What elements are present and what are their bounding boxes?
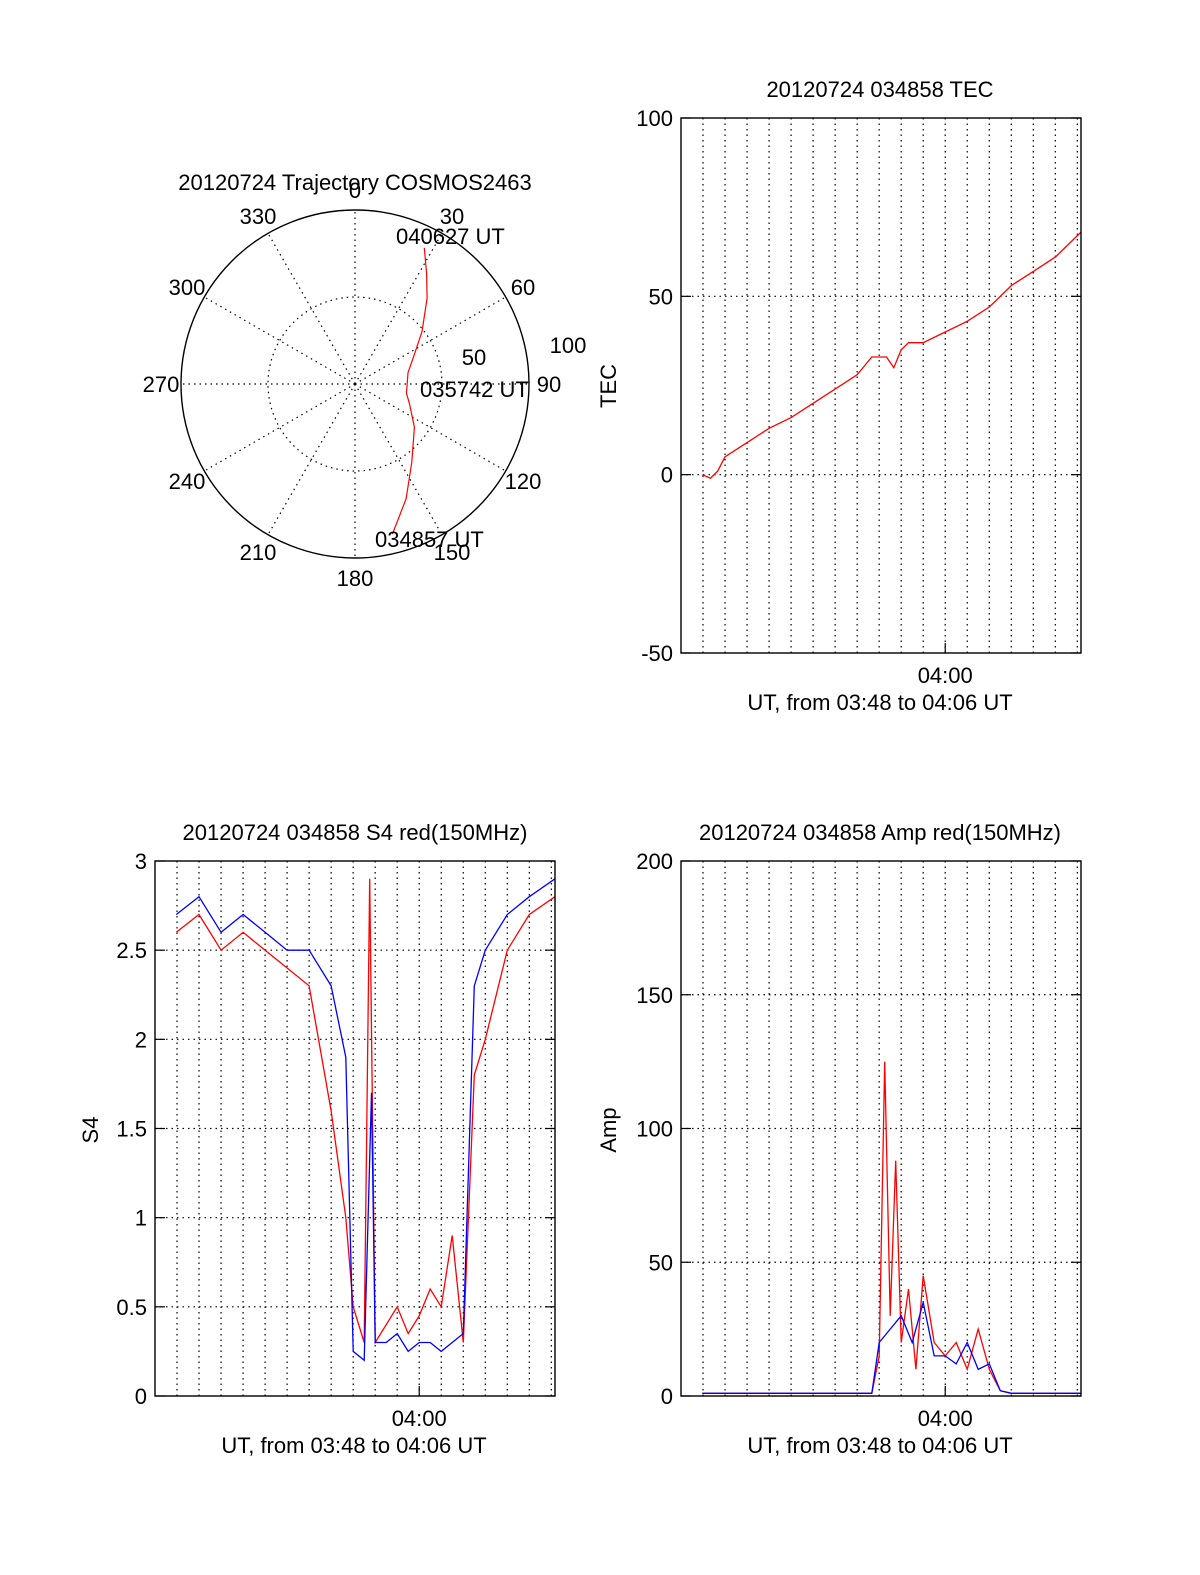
tec-ytick-label: 0 bbox=[661, 463, 673, 488]
s4-series-line-1 bbox=[175, 878, 555, 1345]
polar-spoke bbox=[204, 296, 356, 385]
s4-ytick-label: 2.5 bbox=[116, 938, 147, 963]
amp-xtick-label: 04:00 bbox=[918, 1406, 973, 1431]
tec-ytick-label: -50 bbox=[641, 641, 673, 666]
polar-chart: 20120724 Trajectory COSMOS2463 0 30 60 90 12… bbox=[143, 170, 587, 591]
polar-angle-label: 90 bbox=[537, 372, 561, 397]
s4-series-line-2 bbox=[175, 878, 555, 1362]
s4-frame bbox=[154, 860, 556, 1397]
polar-spoke bbox=[267, 233, 356, 385]
polar-angle-label: 210 bbox=[240, 540, 277, 565]
amp-frame bbox=[680, 860, 1082, 1397]
polar-angle-label: 300 bbox=[169, 275, 206, 300]
tec-xtick-label: 04:00 bbox=[918, 663, 973, 688]
amp-ylabel: Amp bbox=[596, 1107, 621, 1152]
polar-angle-labels: 0 30 60 90 120 150 180 210 240 270 300 330 bbox=[143, 178, 562, 591]
polar-radial-label-100: 100 bbox=[550, 333, 587, 358]
s4-ticks: 0 0.5 1 1.5 2 2.5 3 04:00 bbox=[116, 849, 555, 1431]
s4-chart: 20120724 034858 S4 red(150MHz) 0 0.5 1 1.5 2… bbox=[78, 820, 556, 1458]
polar-title: 20120724 Trajectory COSMOS2463 bbox=[178, 170, 531, 195]
amp-xlabel: UT, from 03:48 to 04:06 UT bbox=[747, 1433, 1012, 1458]
tec-series bbox=[702, 231, 1081, 479]
polar-mid-time-label: 035742 UT bbox=[420, 377, 529, 402]
polar-angle-label: 150 bbox=[434, 540, 471, 565]
amp-ytick-label: 0 bbox=[661, 1384, 673, 1409]
amp-title: 20120724 034858 Amp red(150MHz) bbox=[699, 820, 1061, 845]
amp-ytick-label: 150 bbox=[636, 983, 673, 1008]
s4-ytick-label: 1 bbox=[135, 1206, 147, 1231]
polar-radial-label-50: 50 bbox=[462, 345, 486, 370]
amp-series-line-2 bbox=[702, 1302, 1081, 1394]
polar-spoke bbox=[354, 296, 506, 385]
polar-start-time-label: 034857 UT bbox=[375, 527, 484, 552]
tec-frame bbox=[680, 117, 1082, 654]
polar-grid-circle bbox=[267, 296, 443, 472]
polar-angle-label: 60 bbox=[511, 275, 535, 300]
polar-angle-label: 330 bbox=[240, 204, 277, 229]
s4-ytick-label: 1.5 bbox=[116, 1117, 147, 1142]
amp-series-line-1 bbox=[702, 1061, 1081, 1394]
tec-chart: 20120724 034858 TEC -50 0 50 100 04:00 UT, f… bbox=[596, 77, 1082, 715]
tec-xlabel: UT, from 03:48 to 04:06 UT bbox=[747, 690, 1012, 715]
s4-ytick-label: 3 bbox=[135, 849, 147, 874]
polar-spoke bbox=[354, 383, 506, 472]
s4-xtick-label: 04:00 bbox=[392, 1406, 447, 1431]
s4-ytick-label: 2 bbox=[135, 1027, 147, 1052]
amp-ytick-label: 50 bbox=[649, 1250, 673, 1275]
polar-angle-label: 240 bbox=[169, 469, 206, 494]
amp-ytick-label: 100 bbox=[636, 1117, 673, 1142]
amp-grid bbox=[681, 861, 1081, 1396]
polar-angle-label: 0 bbox=[349, 178, 361, 203]
polar-end-time-label: 040627 UT bbox=[396, 224, 505, 249]
tec-ylabel: TEC bbox=[596, 364, 621, 408]
polar-grid bbox=[181, 210, 529, 558]
tec-ytick-label: 100 bbox=[636, 106, 673, 131]
polar-trajectory-line bbox=[391, 247, 428, 535]
polar-spoke bbox=[267, 383, 356, 535]
s4-ylabel: S4 bbox=[78, 1117, 103, 1144]
polar-angle-label: 30 bbox=[440, 204, 464, 229]
amp-series bbox=[702, 1061, 1081, 1394]
tec-grid bbox=[681, 118, 1081, 653]
amp-ticks: 0 50 100 150 200 04:00 bbox=[636, 849, 1081, 1431]
s4-title: 20120724 034858 S4 red(150MHz) bbox=[183, 820, 528, 845]
tec-ticks: -50 0 50 100 04:00 bbox=[636, 106, 1081, 688]
s4-series bbox=[175, 878, 555, 1362]
tec-series-line-1 bbox=[702, 231, 1081, 479]
polar-outer-circle bbox=[180, 209, 530, 559]
polar-angle-label: 270 bbox=[143, 372, 180, 397]
polar-spoke bbox=[204, 383, 356, 472]
polar-spoke bbox=[354, 383, 443, 535]
polar-angle-label: 120 bbox=[505, 469, 542, 494]
amp-ytick-label: 200 bbox=[636, 849, 673, 874]
tec-title: 20120724 034858 TEC bbox=[766, 77, 993, 102]
s4-xlabel: UT, from 03:48 to 04:06 UT bbox=[221, 1433, 486, 1458]
tec-ytick-label: 50 bbox=[649, 284, 673, 309]
polar-spoke bbox=[354, 233, 443, 385]
s4-ytick-label: 0 bbox=[135, 1384, 147, 1409]
polar-angle-label: 180 bbox=[337, 566, 374, 591]
amp-chart: 20120724 034858 Amp red(150MHz) 0 50 100 15… bbox=[596, 820, 1082, 1458]
s4-ytick-label: 0.5 bbox=[116, 1295, 147, 1320]
